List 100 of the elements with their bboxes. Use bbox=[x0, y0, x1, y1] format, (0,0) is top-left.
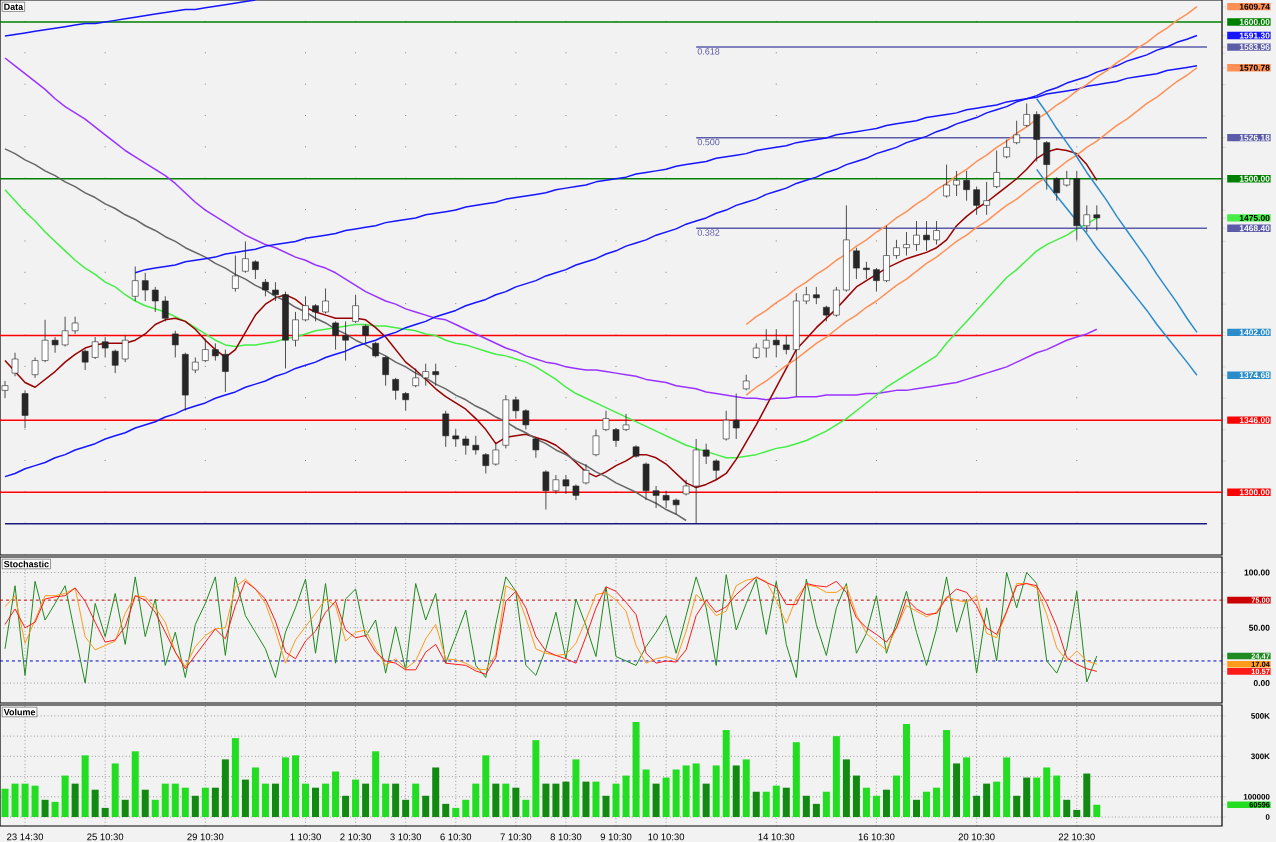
bar bbox=[402, 799, 410, 817]
candlestick bbox=[412, 368, 419, 388]
bar bbox=[191, 795, 199, 817]
y-tick-label: 0.00 bbox=[1253, 680, 1270, 687]
y-tick-label: 1526.18 bbox=[1239, 134, 1270, 141]
bar bbox=[1013, 795, 1021, 817]
candlestick bbox=[1023, 103, 1030, 128]
x-tick-label: 2 10:30 bbox=[340, 833, 371, 841]
bar bbox=[1003, 757, 1011, 817]
x-tick-label: 10 10:30 bbox=[648, 833, 685, 841]
x-tick-label: 9 10:30 bbox=[600, 833, 632, 841]
candlestick bbox=[432, 363, 440, 387]
candlestick bbox=[332, 320, 339, 351]
bar bbox=[522, 799, 530, 817]
bar bbox=[71, 783, 79, 817]
candlestick bbox=[1043, 140, 1051, 191]
y-tick-label: 1583.96 bbox=[1239, 44, 1270, 51]
bar bbox=[1063, 799, 1071, 817]
bar bbox=[512, 787, 520, 817]
candlestick bbox=[21, 389, 29, 429]
bar bbox=[872, 795, 880, 817]
bar bbox=[752, 791, 760, 817]
bar bbox=[312, 787, 320, 817]
candlestick bbox=[121, 335, 129, 363]
candlestick bbox=[913, 220, 920, 252]
candlestick bbox=[402, 391, 409, 412]
bar bbox=[221, 759, 229, 817]
candlestick bbox=[993, 150, 1000, 189]
bar bbox=[151, 799, 159, 817]
bar bbox=[31, 785, 39, 817]
candlestick bbox=[542, 469, 550, 510]
candlestick bbox=[11, 352, 19, 377]
x-tick-label: 20 10:30 bbox=[958, 833, 995, 841]
bar bbox=[342, 795, 350, 817]
candlestick bbox=[923, 220, 930, 252]
bar bbox=[532, 740, 540, 817]
y-tick-label: 1402.00 bbox=[1239, 329, 1270, 336]
bar bbox=[201, 787, 209, 817]
bar bbox=[101, 807, 109, 817]
y-tick-label: 1570.78 bbox=[1239, 64, 1270, 71]
bar bbox=[542, 783, 550, 817]
bar bbox=[622, 775, 630, 817]
bar bbox=[852, 775, 860, 817]
candlestick bbox=[1093, 204, 1101, 231]
candlestick bbox=[562, 474, 570, 495]
candlestick bbox=[772, 328, 780, 358]
bar bbox=[862, 787, 870, 817]
bar bbox=[682, 765, 690, 817]
bar bbox=[492, 783, 500, 817]
candlestick bbox=[1, 380, 9, 399]
bar bbox=[271, 783, 279, 817]
candlestick bbox=[141, 272, 149, 302]
candlestick bbox=[732, 393, 740, 440]
bar bbox=[602, 795, 610, 817]
series-label: 0.382 bbox=[697, 229, 720, 236]
bar bbox=[842, 759, 850, 817]
series-label: 0.618 bbox=[697, 48, 720, 55]
candlestick bbox=[242, 241, 249, 274]
bar bbox=[442, 803, 450, 817]
bar bbox=[432, 767, 440, 817]
x-tick-label: 8 10:30 bbox=[550, 833, 582, 841]
bar bbox=[231, 738, 239, 817]
bar bbox=[943, 730, 951, 817]
candlestick bbox=[71, 316, 79, 335]
bar bbox=[772, 785, 780, 817]
bar bbox=[672, 769, 680, 817]
x-tick-label: 22 10:30 bbox=[1058, 833, 1095, 841]
candlestick bbox=[252, 259, 259, 280]
candlestick bbox=[462, 435, 470, 456]
bar bbox=[742, 759, 750, 817]
bar bbox=[632, 721, 640, 817]
bar bbox=[462, 799, 470, 817]
y-tick-label: 1300.00 bbox=[1239, 489, 1270, 496]
bar bbox=[562, 781, 570, 817]
candlestick bbox=[302, 295, 309, 322]
candlestick bbox=[612, 427, 620, 448]
candlestick bbox=[161, 295, 169, 322]
bar bbox=[141, 789, 149, 817]
x-tick-label: 23 14:30 bbox=[7, 833, 44, 841]
candlestick bbox=[953, 170, 960, 197]
bar bbox=[832, 736, 840, 817]
candlestick bbox=[672, 498, 680, 515]
bar bbox=[181, 787, 189, 817]
candlestick bbox=[893, 239, 900, 260]
bar bbox=[81, 755, 89, 817]
candlestick bbox=[512, 396, 520, 419]
chart-title: Stochastic bbox=[3, 560, 49, 568]
bar bbox=[261, 783, 269, 817]
bar bbox=[712, 765, 720, 817]
candlestick bbox=[272, 281, 279, 302]
bar bbox=[502, 783, 510, 817]
chart-title: Data bbox=[4, 3, 24, 10]
candlestick bbox=[1083, 204, 1091, 233]
x-tick-label: 7 10:30 bbox=[500, 833, 532, 841]
candlestick bbox=[782, 335, 790, 355]
bar bbox=[642, 769, 650, 817]
candlestick bbox=[232, 255, 239, 292]
x-tick-label: 1 10:30 bbox=[290, 833, 321, 841]
bar bbox=[281, 757, 289, 817]
bar bbox=[652, 783, 660, 817]
